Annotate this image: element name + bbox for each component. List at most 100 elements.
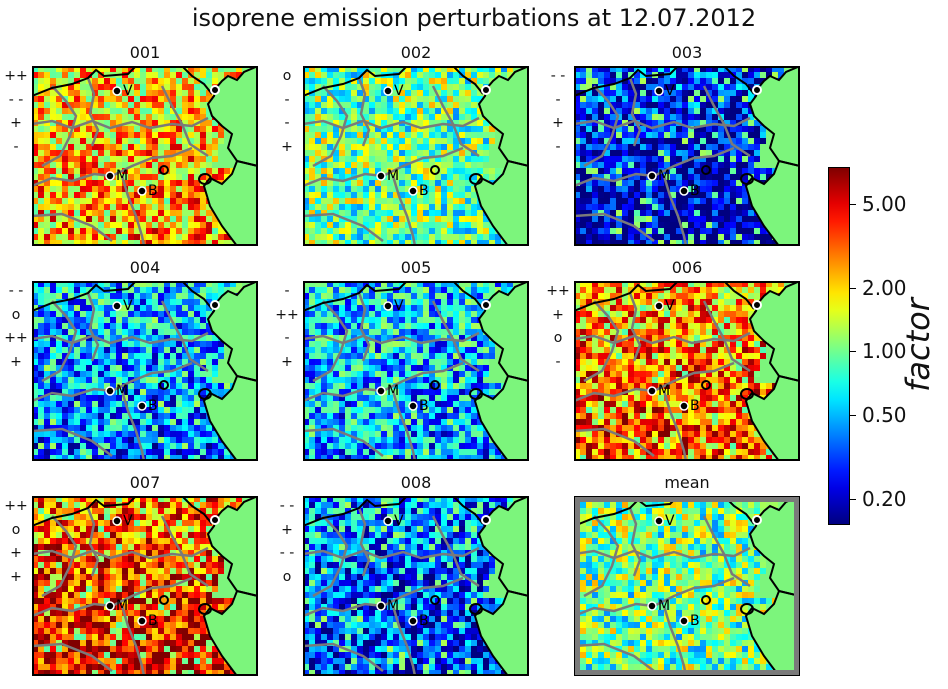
heat-cell — [92, 389, 98, 395]
heat-cell — [74, 138, 80, 144]
heat-cell — [176, 168, 182, 174]
heat-cell — [86, 413, 92, 419]
heat-cell — [375, 102, 381, 108]
heat-cell — [80, 114, 86, 120]
heat-cell — [441, 389, 447, 395]
heat-cell — [682, 84, 688, 90]
heat-cell — [68, 299, 74, 305]
heat-cell — [501, 240, 507, 246]
heat-cell — [405, 341, 411, 347]
heat-cell — [447, 162, 453, 168]
heat-cell — [194, 132, 200, 138]
heat-cell — [194, 84, 200, 90]
heat-cell — [50, 126, 56, 132]
heat-cell — [646, 138, 652, 144]
heat-cell — [670, 204, 676, 210]
heat-cell — [134, 198, 140, 204]
heat-cell — [387, 156, 393, 162]
heat-cell — [327, 281, 333, 287]
heat-cell — [158, 341, 164, 347]
heat-cell — [459, 371, 465, 377]
heat-cell — [206, 216, 212, 222]
heat-cell — [429, 96, 435, 102]
heat-cell — [483, 431, 489, 437]
heat-cell — [405, 180, 411, 186]
heat-cell — [477, 431, 483, 437]
heat-cell — [724, 114, 730, 120]
heat-cell — [682, 132, 688, 138]
heat-cell — [303, 365, 309, 371]
heat-cell — [188, 168, 194, 174]
heat-cell — [164, 228, 170, 234]
heat-cell — [146, 377, 152, 383]
heat-cell — [429, 102, 435, 108]
heat-cell — [134, 293, 140, 299]
heat-cell — [459, 323, 465, 329]
heat-cell — [441, 126, 447, 132]
country-border — [303, 66, 484, 97]
site-marker — [430, 165, 440, 175]
heat-cell — [140, 383, 146, 389]
heat-cell — [50, 335, 56, 341]
heat-cell — [351, 138, 357, 144]
heat-cell — [32, 401, 38, 407]
heat-cell — [321, 287, 327, 293]
heat-cell — [393, 204, 399, 210]
heat-cell — [477, 335, 483, 341]
heat-cell — [56, 359, 62, 365]
heat-cell — [369, 78, 375, 84]
heat-cell — [68, 90, 74, 96]
heat-cell — [369, 126, 375, 132]
heat-cell — [104, 359, 110, 365]
heat-cell — [351, 102, 357, 108]
heat-cell — [435, 102, 441, 108]
heat-cell — [176, 341, 182, 347]
heat-cell — [471, 389, 477, 395]
heat-cell — [441, 186, 447, 192]
heat-cell — [146, 96, 152, 102]
heat-cell — [634, 156, 640, 162]
heat-cell — [230, 72, 236, 78]
heat-cell — [303, 240, 309, 246]
heat-cell — [194, 72, 200, 78]
heat-cell — [423, 305, 429, 311]
heat-cell — [501, 66, 507, 72]
heat-cell — [116, 138, 122, 144]
heat-cell — [411, 132, 417, 138]
heat-cell — [164, 96, 170, 102]
heat-cell — [730, 126, 736, 132]
heat-cell — [200, 66, 206, 72]
heat-cell — [188, 425, 194, 431]
heat-cell — [44, 437, 50, 443]
heat-cell — [56, 168, 62, 174]
heat-cell — [176, 287, 182, 293]
heat-cell — [423, 401, 429, 407]
heat-cell — [44, 383, 50, 389]
heat-cell — [748, 96, 754, 102]
heat-cell — [315, 132, 321, 138]
heat-cell — [634, 96, 640, 102]
heat-cell — [176, 90, 182, 96]
heat-cell — [381, 395, 387, 401]
heat-cell — [441, 180, 447, 186]
heat-cell — [694, 234, 700, 240]
heat-cell — [110, 96, 116, 102]
heat-cell — [333, 192, 339, 198]
heat-cell — [128, 407, 134, 413]
heat-cell — [628, 204, 634, 210]
heat-cell — [176, 126, 182, 132]
heat-cell — [658, 78, 664, 84]
heat-cell — [158, 114, 164, 120]
heat-cell — [170, 108, 176, 114]
heat-cell — [724, 120, 730, 126]
heat-cell — [104, 138, 110, 144]
heat-cell — [327, 78, 333, 84]
heat-cell — [170, 180, 176, 186]
heat-cell — [616, 228, 622, 234]
heat-cell — [381, 347, 387, 353]
heat-cell — [441, 419, 447, 425]
heat-cell — [206, 299, 212, 305]
heat-cell — [110, 437, 116, 443]
heat-cell — [375, 299, 381, 305]
heat-cell — [164, 353, 170, 359]
